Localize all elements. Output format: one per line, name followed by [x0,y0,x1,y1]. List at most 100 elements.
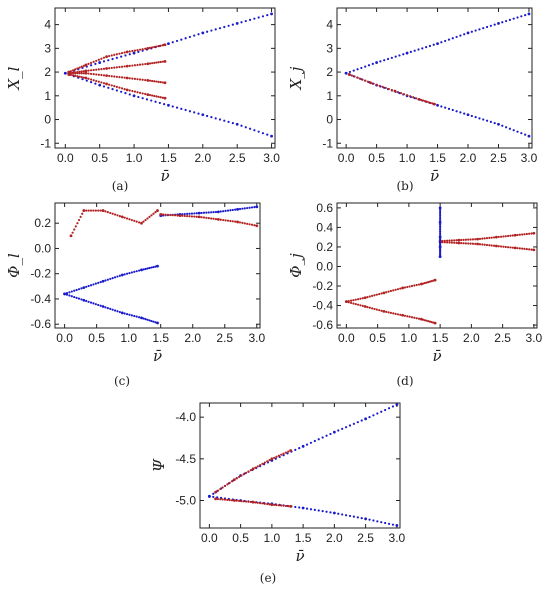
data-point [109,307,112,311]
data-point [123,216,126,219]
data-point [104,210,107,213]
data-point [489,24,492,27]
data-point [116,214,119,217]
data-point [231,121,234,125]
data-point [124,92,127,95]
data-point [464,238,468,241]
data-point [102,60,106,63]
data-point [375,61,379,64]
data-point [195,215,198,218]
data-point [89,72,93,75]
data-point [120,87,124,90]
x-axis-label: ν̄ [432,347,441,365]
data-point [89,78,93,81]
data-point [101,279,105,283]
data-point [240,474,243,477]
data-point [223,25,226,29]
data-point [155,80,158,83]
x-tick-label: 0.0 [338,331,355,345]
data-point [420,98,423,102]
data-point [120,76,124,79]
data-point [125,76,129,80]
data-point [497,245,500,248]
data-point [403,286,407,289]
data-point [113,276,117,279]
x-tick-label: 2.0 [184,331,201,345]
data-point [109,211,112,215]
data-point [87,62,90,66]
data-point [106,307,109,310]
data-point [98,83,102,87]
data-point [344,300,348,304]
data-point [87,284,90,288]
data-point [142,268,145,271]
data-point [118,214,121,218]
data-point [159,96,162,99]
data-point [102,74,106,77]
data-point [97,68,100,71]
data-point [212,217,215,220]
data-point [74,68,77,71]
data-point [440,105,443,108]
data-point [460,238,463,242]
data-point [387,87,390,91]
data-point [390,56,393,59]
series-blue [344,12,531,75]
data-point [368,306,371,309]
data-point [205,211,208,214]
data-point [248,18,252,21]
data-point [175,39,179,43]
data-point [371,307,374,310]
data-point [226,209,230,212]
data-point [409,50,412,53]
data-point [255,205,259,209]
data-point [462,238,465,241]
data-point [463,33,466,36]
data-point [85,209,88,212]
data-point [384,408,387,412]
data-point [201,113,205,117]
data-point [372,414,375,417]
data-point [146,93,150,97]
data-point [152,320,155,323]
data-point [195,212,198,215]
plot-frame [336,7,533,149]
data-point [169,213,172,217]
data-point [100,57,103,60]
data-point [154,100,157,103]
data-point [219,210,222,213]
series-red [438,240,536,252]
data-point [275,455,278,458]
data-point [94,282,97,285]
data-point [492,244,496,247]
data-point [372,519,375,522]
data-point [227,120,230,123]
data-point [146,78,150,82]
y-tick-label: 4 [326,18,333,32]
data-point [403,314,407,317]
data-point [151,62,154,65]
data-point [516,233,519,237]
data-point [253,17,256,20]
data-point [485,243,489,247]
data-point [395,524,399,527]
data-point [133,314,136,318]
series-red [347,73,436,106]
x-tick-label: 2.0 [460,151,477,165]
data-point [159,60,162,64]
data-point [270,12,273,16]
data-point [317,438,320,441]
data-point [227,24,230,27]
data-point [259,463,262,467]
data-point [161,81,164,84]
data-point [228,498,231,502]
data-point [229,219,232,223]
data-point [455,239,458,242]
data-point [224,219,227,222]
data-point [242,473,245,476]
data-point [161,96,164,99]
x-tick-label: 0.5 [368,151,385,165]
data-point [253,206,256,209]
data-point [494,244,498,248]
